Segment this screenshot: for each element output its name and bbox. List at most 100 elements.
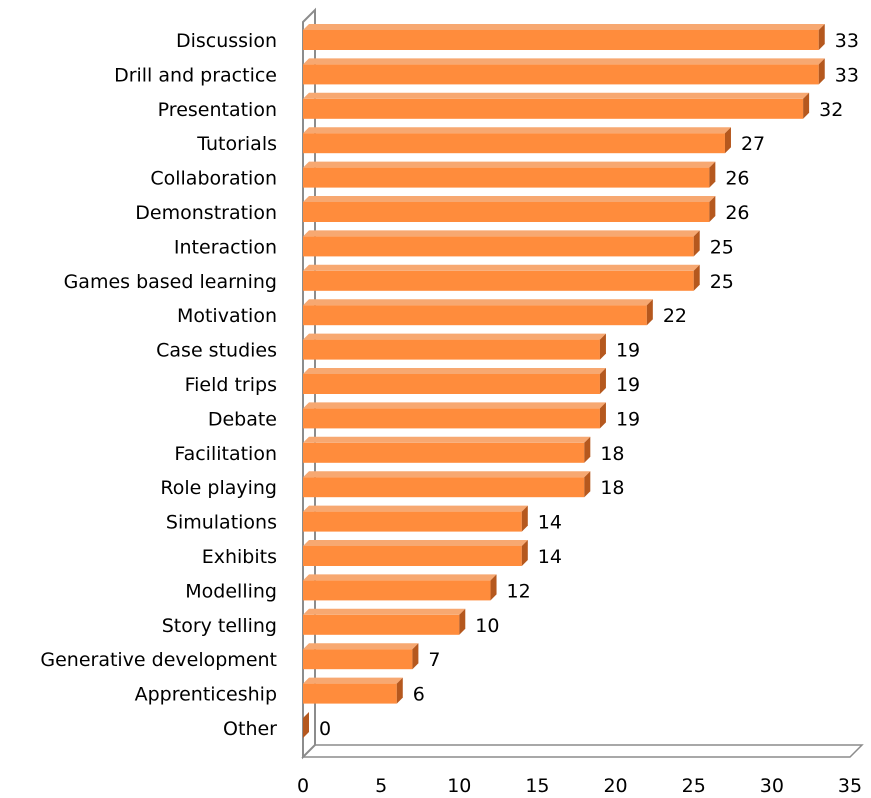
bar-front <box>303 477 585 498</box>
category-label: Modelling <box>185 580 277 602</box>
bar-front <box>303 614 460 635</box>
category-label: Exhibits <box>202 546 277 568</box>
category-label: Motivation <box>177 305 277 327</box>
bar-top <box>303 608 466 615</box>
x-tick-label: 20 <box>603 775 627 797</box>
bar-top <box>303 127 731 134</box>
bar <box>303 505 528 532</box>
data-label: 19 <box>616 340 640 362</box>
bar-side <box>599 368 606 394</box>
bar-top <box>303 574 497 581</box>
category-label: Demonstration <box>135 202 277 224</box>
category-label: Collaboration <box>150 168 277 190</box>
value-labels: 33 33 32 27 26 26 25 25 22 19 19 19 18 18 14 14 12 10 76 0 <box>319 30 859 740</box>
bar <box>303 436 591 463</box>
bar-side <box>459 608 466 635</box>
bar-side <box>693 230 700 257</box>
data-label: 22 <box>663 305 687 327</box>
bar-top <box>303 24 825 30</box>
data-label: 32 <box>819 99 843 121</box>
bar-side <box>584 436 591 463</box>
data-label: 19 <box>616 374 640 396</box>
data-label: 26 <box>725 202 749 224</box>
bar-top <box>303 230 700 237</box>
data-label: 14 <box>538 546 562 568</box>
bar <box>303 574 497 601</box>
bar <box>303 471 591 498</box>
bar-front <box>303 580 491 601</box>
data-label: 14 <box>538 512 562 534</box>
bar-front <box>303 167 710 188</box>
bar-top <box>303 540 528 546</box>
bar-side <box>490 574 497 601</box>
bar <box>303 299 653 326</box>
category-label: Field trips <box>185 374 277 396</box>
bar-front <box>303 649 413 670</box>
bar-top <box>303 505 528 512</box>
bar-top <box>303 264 700 271</box>
data-label: 33 <box>835 64 859 86</box>
bar <box>303 608 466 635</box>
x-tick-label: 25 <box>682 775 706 797</box>
bar <box>303 127 731 154</box>
category-label: Case studies <box>156 340 277 362</box>
bar-side <box>412 643 419 670</box>
category-label: Story telling <box>162 615 277 637</box>
bar-side <box>693 264 700 291</box>
bar-top <box>303 368 606 374</box>
data-label: 25 <box>710 271 734 293</box>
bar-front <box>303 374 600 394</box>
bar-front <box>303 683 397 704</box>
bar-front <box>303 30 819 50</box>
bar <box>303 58 825 85</box>
category-label: Drill and practice <box>114 64 277 86</box>
bar-front <box>303 339 600 360</box>
bar-side <box>303 712 309 738</box>
category-labels: Discussion Drill and practice Presentation… <box>40 30 277 740</box>
bar-side <box>396 677 403 704</box>
floor-plane <box>301 744 864 758</box>
bar <box>303 161 716 188</box>
data-label: 25 <box>710 236 734 258</box>
category-label: Tutorials <box>196 133 277 155</box>
bar-side <box>521 505 528 532</box>
bar <box>303 540 528 566</box>
data-label: 12 <box>507 580 531 602</box>
x-axis-ticks: 0 5 10 15 20 25 30 35 <box>297 775 862 797</box>
x-tick-label: 0 <box>297 775 309 797</box>
bar-side <box>803 92 810 119</box>
bar <box>303 712 309 738</box>
data-label: 6 <box>413 684 425 706</box>
x-tick-label: 30 <box>760 775 784 797</box>
category-label: Generative development <box>40 649 277 671</box>
bar-top <box>303 161 716 168</box>
bar <box>303 24 825 50</box>
data-label: 7 <box>428 649 440 671</box>
category-label: Apprenticeship <box>135 684 277 706</box>
data-label: 18 <box>600 477 624 499</box>
category-label: Other <box>223 718 277 740</box>
data-label: 0 <box>319 718 331 740</box>
category-label: Discussion <box>176 30 277 52</box>
bar-front <box>303 202 710 222</box>
bar-top <box>303 436 591 443</box>
bar-front <box>303 98 804 119</box>
bar-top <box>303 643 419 650</box>
bar-top <box>303 92 810 99</box>
bar-side <box>818 24 825 50</box>
category-label: Interaction <box>174 236 277 258</box>
bar-front <box>303 408 600 429</box>
bar-top <box>303 677 403 684</box>
bar-top <box>303 471 591 478</box>
category-label: Games based learning <box>64 271 277 293</box>
bar-front <box>303 236 694 257</box>
data-label: 26 <box>725 168 749 190</box>
bar-top <box>303 58 825 65</box>
bar-side <box>584 471 591 498</box>
bar-side <box>724 127 731 154</box>
x-tick-label: 15 <box>525 775 549 797</box>
bar-front <box>303 305 647 326</box>
bar <box>303 264 700 291</box>
data-label: 33 <box>835 30 859 52</box>
data-label: 18 <box>600 443 624 465</box>
